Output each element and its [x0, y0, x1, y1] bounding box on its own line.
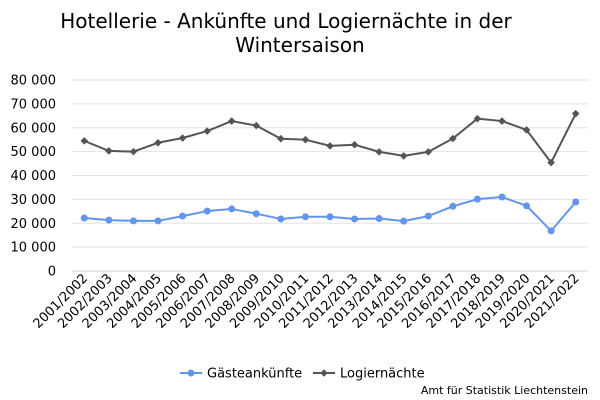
data-point: [203, 207, 211, 215]
data-point: [227, 117, 236, 125]
legend-marker: [187, 369, 195, 377]
data-point: [424, 212, 432, 220]
chart-title: Hotellerie - Ankünfte und Logiernächte i…: [60, 9, 512, 57]
series-2: [80, 109, 580, 167]
data-point: [105, 147, 113, 155]
data-point: [203, 127, 211, 135]
legend-item: Gästeankünfte: [180, 367, 302, 382]
y-tick-label: 60 000: [11, 121, 57, 136]
data-point: [326, 142, 334, 150]
y-tick-label: 30 000: [11, 193, 57, 208]
series-1: [80, 193, 580, 235]
data-point: [498, 193, 506, 201]
data-point: [400, 217, 408, 225]
data-point: [129, 147, 138, 156]
source-note: Amt für Statistik Liechtenstein: [421, 384, 588, 397]
y-tick-label: 0: [48, 265, 56, 280]
y-tick-label: 50 000: [11, 145, 57, 160]
data-point: [80, 137, 89, 145]
y-tick-label: 40 000: [11, 169, 57, 184]
data-point: [105, 216, 113, 224]
data-point: [154, 138, 162, 147]
y-tick-label: 70 000: [11, 97, 57, 112]
data-point: [301, 213, 309, 221]
data-point: [498, 117, 506, 125]
data-point: [351, 215, 359, 223]
chart-title-line-1: Hotellerie - Ankünfte und Logiernächte i…: [60, 9, 512, 33]
data-point: [178, 134, 187, 142]
data-point: [399, 152, 408, 160]
data-point: [154, 217, 162, 225]
legend-marker: [320, 369, 328, 377]
data-point: [473, 114, 482, 123]
x-axis-ticks: 2001/20022002/20032003/20042004/20052005…: [31, 271, 583, 332]
data-point: [326, 213, 334, 221]
data-point: [473, 195, 481, 203]
data-point: [252, 121, 261, 130]
data-point: [350, 140, 359, 149]
data-point: [522, 126, 531, 134]
data-point: [449, 134, 457, 143]
data-point: [179, 212, 187, 220]
data-point: [375, 148, 383, 156]
y-tick-label: 10 000: [11, 241, 57, 256]
data-point: [375, 214, 383, 222]
data-point: [547, 158, 555, 167]
legend: Gästeankünfte Logiernächte: [180, 367, 425, 382]
y-axis-ticks: 0 10 000 20 000 30 000 40 000 50 000 60 000 70 …: [11, 74, 57, 280]
y-tick-label: 80 000: [11, 74, 57, 89]
data-point: [252, 210, 260, 218]
legend-label: Gästeankünfte: [207, 367, 302, 382]
data-point: [571, 109, 580, 118]
data-point: [301, 135, 310, 144]
data-point: [424, 148, 433, 156]
data-point: [449, 202, 457, 210]
data-point: [277, 215, 285, 223]
data-point: [523, 202, 531, 210]
chart-title-line-2: Wintersaison: [235, 33, 365, 57]
data-point: [547, 227, 555, 235]
data-point: [80, 214, 88, 222]
data-point: [129, 217, 137, 225]
data-point: [572, 198, 580, 206]
y-tick-label: 20 000: [11, 217, 57, 232]
legend-item: Logiernächte: [313, 367, 425, 382]
series-lines: [80, 109, 580, 235]
legend-label: Logiernächte: [340, 367, 425, 382]
data-point: [228, 205, 236, 213]
data-point: [277, 134, 285, 143]
gridlines: [72, 79, 588, 272]
